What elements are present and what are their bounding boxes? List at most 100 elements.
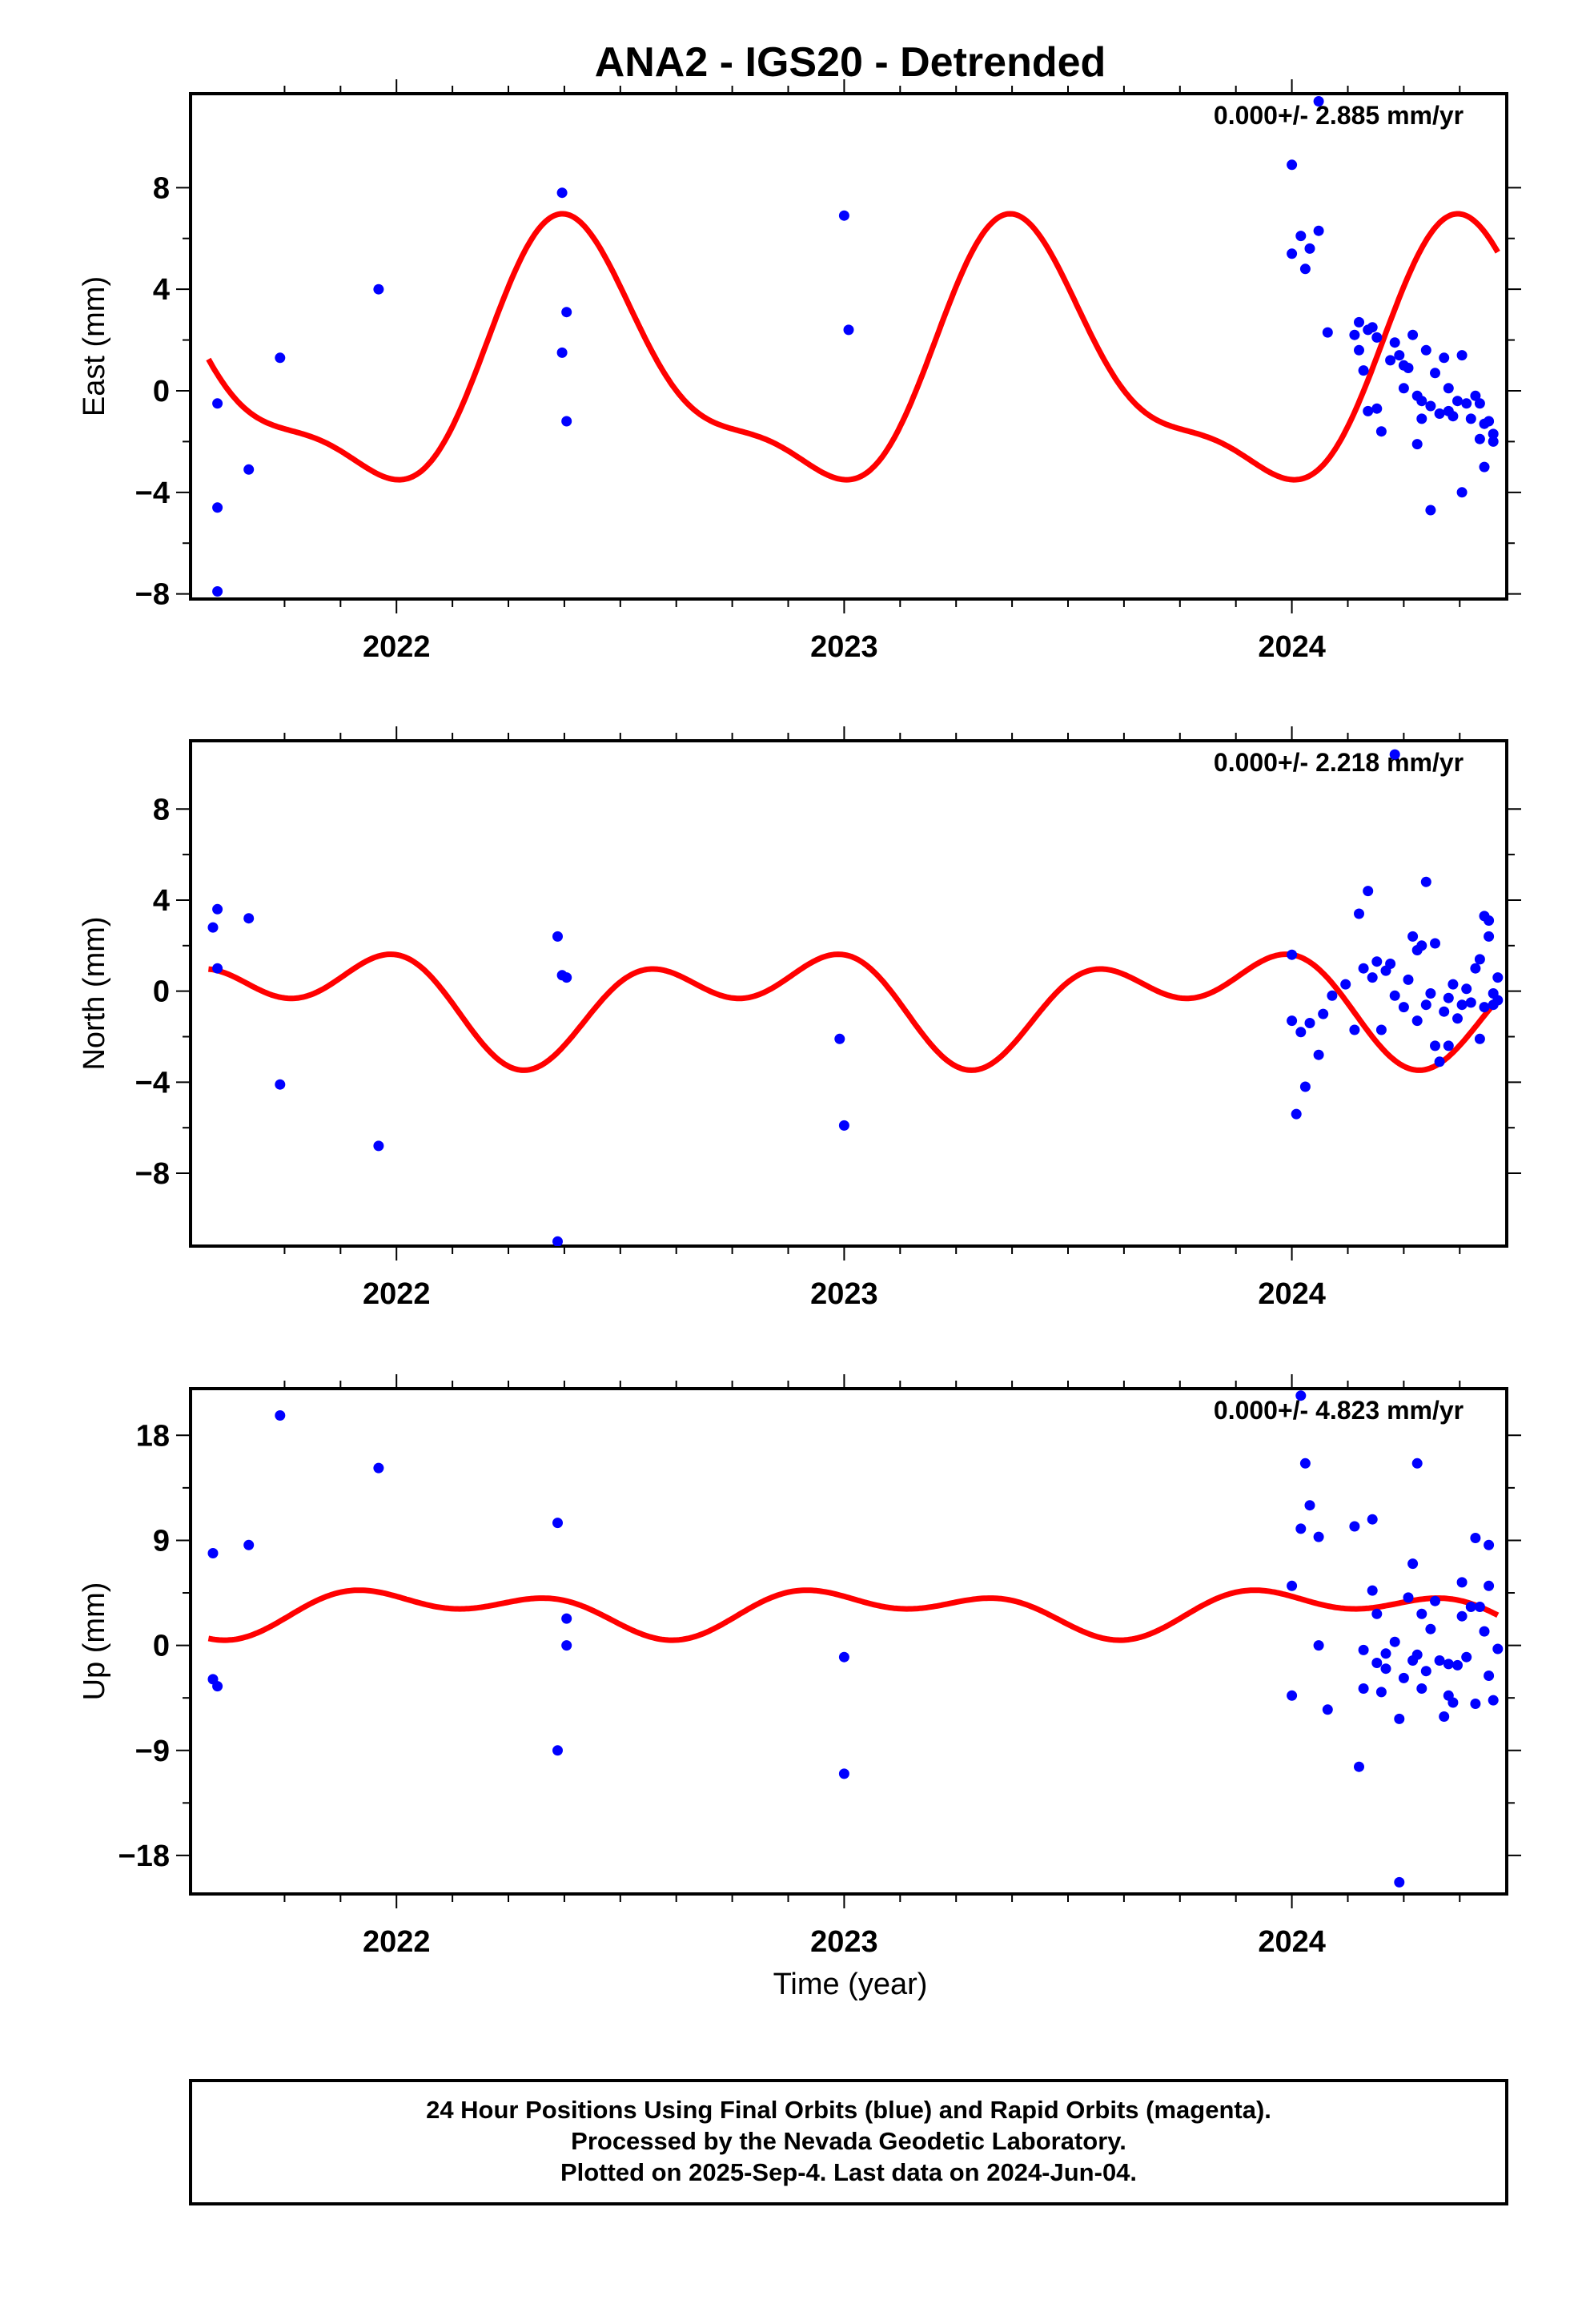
east-data-point bbox=[1322, 327, 1333, 338]
east-data-point bbox=[556, 347, 568, 358]
up-data-point bbox=[1407, 1558, 1419, 1570]
east-data-point bbox=[1363, 405, 1374, 416]
up-data-point bbox=[1358, 1683, 1369, 1694]
north-data-point bbox=[1287, 1015, 1298, 1027]
up-data-point bbox=[1492, 1643, 1504, 1655]
up-data-point bbox=[275, 1410, 286, 1421]
up-data-point bbox=[212, 1681, 223, 1692]
up-y-tick-label: 18 bbox=[136, 1419, 170, 1453]
east-x-tick-label: 2023 bbox=[810, 630, 878, 664]
up-data-point bbox=[561, 1640, 572, 1651]
north-data-point bbox=[1430, 1040, 1440, 1051]
north-data-point bbox=[1363, 886, 1374, 897]
north-data-point bbox=[1443, 992, 1454, 1003]
up-data-point bbox=[1461, 1651, 1472, 1663]
north-data-point bbox=[1295, 1027, 1307, 1038]
east-rate-label: 0.000+/- 2.885 mm/yr bbox=[1214, 101, 1464, 130]
up-data-point bbox=[1425, 1623, 1436, 1634]
north-data-point bbox=[275, 1079, 286, 1090]
east-data-point bbox=[1443, 383, 1454, 394]
north-data-point bbox=[838, 1120, 849, 1131]
north-data-point bbox=[1434, 1056, 1445, 1068]
east-data-point bbox=[1407, 329, 1419, 340]
up-plot-frame bbox=[189, 1387, 1508, 1896]
up-data-point bbox=[1416, 1608, 1427, 1619]
up-data-point bbox=[1358, 1644, 1369, 1655]
up-data-point bbox=[1416, 1683, 1427, 1694]
east-data-point bbox=[561, 307, 572, 318]
north-rate-label: 0.000+/- 2.218 mm/yr bbox=[1214, 748, 1464, 777]
up-data-point bbox=[1470, 1533, 1481, 1543]
east-data-point bbox=[373, 283, 384, 295]
north-x-tick-label: 2024 bbox=[1258, 1277, 1326, 1311]
north-data-point bbox=[1479, 1002, 1490, 1013]
up-data-point bbox=[1380, 1648, 1391, 1659]
up-data-point bbox=[1484, 1580, 1495, 1591]
up-data-point bbox=[1313, 1531, 1324, 1542]
north-y-tick-label: 8 bbox=[153, 793, 170, 826]
north-data-point bbox=[212, 903, 223, 915]
north-data-point bbox=[1470, 963, 1481, 974]
up-data-point bbox=[1389, 1636, 1400, 1647]
up-rate-label: 0.000+/- 4.823 mm/yr bbox=[1214, 1396, 1464, 1425]
north-data-point bbox=[1313, 1049, 1324, 1060]
north-data-point bbox=[1416, 940, 1427, 951]
east-y-tick-label: 0 bbox=[153, 375, 170, 408]
north-x-tick-label: 2023 bbox=[810, 1277, 878, 1311]
east-data-point bbox=[1456, 350, 1468, 361]
up-y-tick-label: 0 bbox=[153, 1630, 170, 1663]
east-x-tick-label: 2024 bbox=[1258, 630, 1326, 664]
north-data-point bbox=[1358, 963, 1369, 974]
north-panel: 0.000+/- 2.218 mm/yr 2022 2023 2024 8 4 0 −4 −8… bbox=[78, 726, 1521, 1311]
north-data-point bbox=[1420, 999, 1431, 1011]
up-y-axis-label: Up (mm) bbox=[78, 1582, 111, 1701]
north-y-axis-label: North (mm) bbox=[78, 916, 111, 1070]
north-data-point bbox=[552, 931, 563, 942]
east-data-point bbox=[1394, 350, 1405, 361]
up-data-point bbox=[1313, 1640, 1324, 1651]
up-data-point bbox=[1456, 1610, 1468, 1622]
up-data-point bbox=[1465, 1602, 1476, 1612]
east-data-point bbox=[1349, 329, 1360, 340]
north-data-point bbox=[1291, 1108, 1302, 1120]
up-data-point bbox=[1403, 1592, 1414, 1603]
up-data-point bbox=[1488, 1695, 1499, 1706]
up-data-point bbox=[207, 1548, 219, 1558]
north-data-point bbox=[1465, 997, 1476, 1008]
up-data-point bbox=[1452, 1659, 1463, 1671]
east-y-tick-label: −4 bbox=[135, 476, 170, 510]
north-data-point bbox=[1407, 931, 1419, 942]
up-data-point bbox=[1371, 1608, 1383, 1619]
east-data-point bbox=[1354, 344, 1364, 356]
east-data-point bbox=[1367, 322, 1378, 333]
north-data-point bbox=[1474, 954, 1485, 965]
up-data-point bbox=[1295, 1523, 1307, 1534]
east-panel: 0.000+/- 2.885 mm/yr 2022 2023 2024 8 4 0 −4 −8… bbox=[78, 79, 1521, 664]
up-data-point bbox=[1439, 1711, 1450, 1722]
east-data-point bbox=[556, 187, 568, 199]
north-data-point bbox=[1420, 876, 1431, 887]
up-data-point bbox=[838, 1768, 849, 1779]
north-data-point bbox=[834, 1033, 845, 1044]
east-data-point bbox=[1416, 396, 1427, 407]
footer-line-2: Processed by the Nevada Geodetic Laborat… bbox=[571, 2127, 1126, 2155]
east-data-point bbox=[1313, 96, 1324, 107]
up-x-tick-label: 2024 bbox=[1258, 1925, 1326, 1959]
east-plot-frame bbox=[189, 92, 1508, 601]
north-data-point bbox=[1492, 995, 1504, 1006]
east-data-point bbox=[1385, 355, 1396, 366]
north-data-point bbox=[212, 963, 223, 974]
north-data-point bbox=[1304, 1018, 1315, 1028]
north-data-point bbox=[373, 1140, 384, 1152]
east-data-point bbox=[212, 502, 223, 513]
up-y-tick-label: −18 bbox=[118, 1839, 170, 1873]
north-data-point bbox=[1398, 1002, 1409, 1013]
east-data-point bbox=[1371, 332, 1383, 343]
east-data-point bbox=[1398, 383, 1409, 394]
north-data-point bbox=[1389, 990, 1400, 1001]
north-data-point bbox=[1371, 956, 1383, 967]
east-data-point bbox=[1313, 225, 1324, 236]
east-data-point bbox=[1488, 428, 1499, 440]
east-data-point bbox=[1488, 436, 1499, 447]
